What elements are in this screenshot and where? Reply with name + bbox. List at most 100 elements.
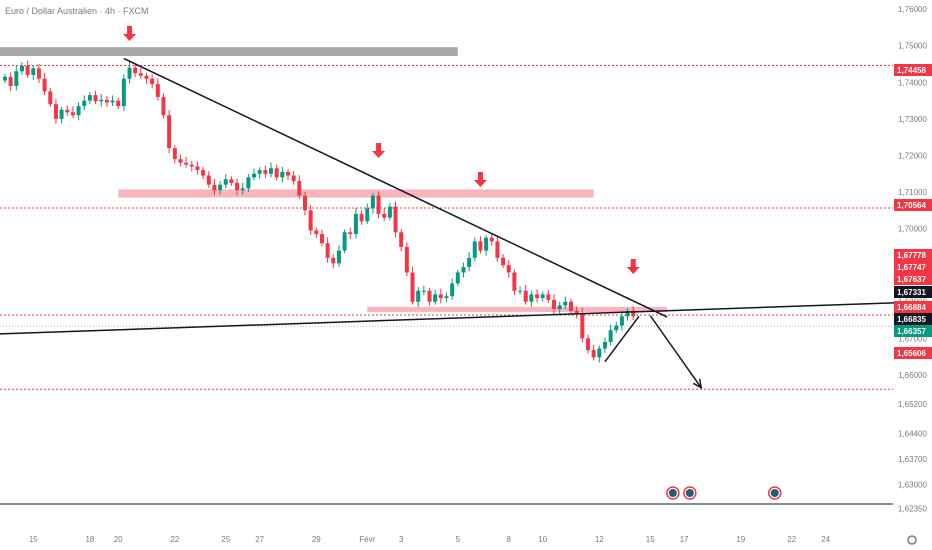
x-tick-label: 8 — [507, 535, 512, 544]
candle-body — [393, 206, 398, 233]
candle-body — [478, 241, 483, 251]
event-icon-core — [685, 489, 694, 497]
y-tick-label: 1,66000 — [898, 371, 927, 380]
candle-body — [376, 195, 381, 214]
candle-body — [274, 168, 279, 178]
price-badge-label: 1,67747 — [897, 263, 926, 272]
candle-body — [365, 208, 370, 222]
price-badge-label: 1,66884 — [897, 303, 926, 312]
y-tick-label: 1,75000 — [898, 42, 927, 51]
y-tick-label: 1,62350 — [898, 504, 927, 513]
y-tick-label: 1,67000 — [898, 334, 927, 343]
candle-body — [87, 95, 92, 101]
candle-body — [314, 230, 319, 235]
price-badge-label: 1,74458 — [897, 66, 926, 75]
x-tick-label: 20 — [114, 535, 123, 544]
x-tick-label: 15 — [646, 535, 655, 544]
x-tick-label: 19 — [736, 535, 745, 544]
candle-body — [399, 232, 404, 247]
candle-body — [133, 67, 138, 74]
x-tick-label: 22 — [787, 535, 796, 544]
candle-body — [144, 75, 149, 79]
candle-body — [472, 241, 477, 258]
event-icon-core — [770, 489, 779, 497]
candle-body — [523, 290, 528, 302]
x-tick-label: 22 — [170, 535, 179, 544]
candle-body — [235, 182, 240, 191]
price-badge-label: 1,66835 — [897, 315, 926, 324]
candle-body — [585, 338, 590, 351]
candle-body — [557, 305, 562, 310]
candle-body — [619, 316, 624, 326]
candle-body — [291, 175, 296, 182]
candle-body — [336, 250, 341, 264]
x-tick-label: 5 — [456, 535, 461, 544]
candle-body — [489, 237, 494, 242]
trendline[interactable] — [0, 301, 905, 335]
candle-body — [433, 294, 438, 302]
candle-body — [591, 350, 596, 358]
candle-body — [404, 246, 409, 273]
candle-body — [8, 76, 13, 86]
candle-body — [286, 171, 290, 176]
chart-title: Euro / Dollar Australien · 4h · FXCM — [5, 6, 149, 16]
x-tick-label: 15 — [29, 535, 38, 544]
price-badge-label: 1,67637 — [897, 275, 926, 284]
candle-body — [104, 99, 109, 103]
candle-body — [172, 148, 177, 160]
candle-body — [19, 65, 24, 72]
candle-body — [484, 237, 489, 251]
event-icon-core — [668, 489, 677, 497]
candle-body — [450, 283, 455, 297]
candle-body — [569, 301, 573, 311]
candle-body — [608, 330, 613, 342]
candle-body — [229, 179, 234, 183]
y-tick-label: 1,65200 — [898, 400, 927, 409]
down-arrow-icon — [123, 26, 137, 41]
candle-body — [48, 91, 53, 105]
candle-body — [455, 272, 460, 284]
candle-body — [308, 210, 313, 231]
price-badge-label: 1,65606 — [897, 349, 926, 358]
x-tick-label: 3 — [399, 535, 404, 544]
gear-icon[interactable] — [907, 535, 917, 545]
candle-body — [535, 294, 540, 299]
price-badge — [894, 249, 932, 261]
candle-body — [563, 301, 568, 306]
candle-body — [467, 257, 472, 267]
projection-arrow-line[interactable] — [649, 315, 702, 389]
candle-body — [540, 294, 545, 299]
candle-body — [631, 310, 636, 317]
candle-body — [240, 188, 245, 191]
candle-body — [178, 159, 183, 163]
candle-body — [246, 177, 251, 189]
candle-body — [625, 310, 630, 317]
x-tick-label: 18 — [85, 535, 94, 544]
candle-body — [93, 95, 98, 102]
price-badge-label: 1,67778 — [897, 251, 926, 260]
candle-body — [218, 184, 223, 191]
projection-arrow-head — [692, 378, 703, 390]
candle-body — [161, 96, 166, 116]
candle-body — [342, 232, 347, 251]
candle-body — [348, 232, 353, 235]
price-badge — [894, 64, 932, 76]
candle-body — [597, 348, 602, 358]
candle-body — [155, 84, 160, 97]
candle-body — [31, 68, 36, 75]
trendline[interactable] — [604, 315, 640, 363]
candle-body — [65, 109, 70, 113]
candle-body — [410, 272, 415, 302]
candle-body — [427, 290, 432, 302]
price-badge-label: 1,67331 — [897, 288, 926, 297]
x-tick-label: 25 — [221, 535, 230, 544]
candle-body — [3, 76, 7, 81]
zone-rect — [367, 306, 668, 312]
trendline[interactable] — [123, 57, 668, 318]
price-badge-label: 1,66357 — [897, 327, 926, 336]
y-tick-label: 1,64400 — [898, 429, 927, 438]
candle-body — [280, 171, 285, 178]
x-tick-label: 29 — [312, 535, 321, 544]
candle-body — [359, 213, 364, 222]
